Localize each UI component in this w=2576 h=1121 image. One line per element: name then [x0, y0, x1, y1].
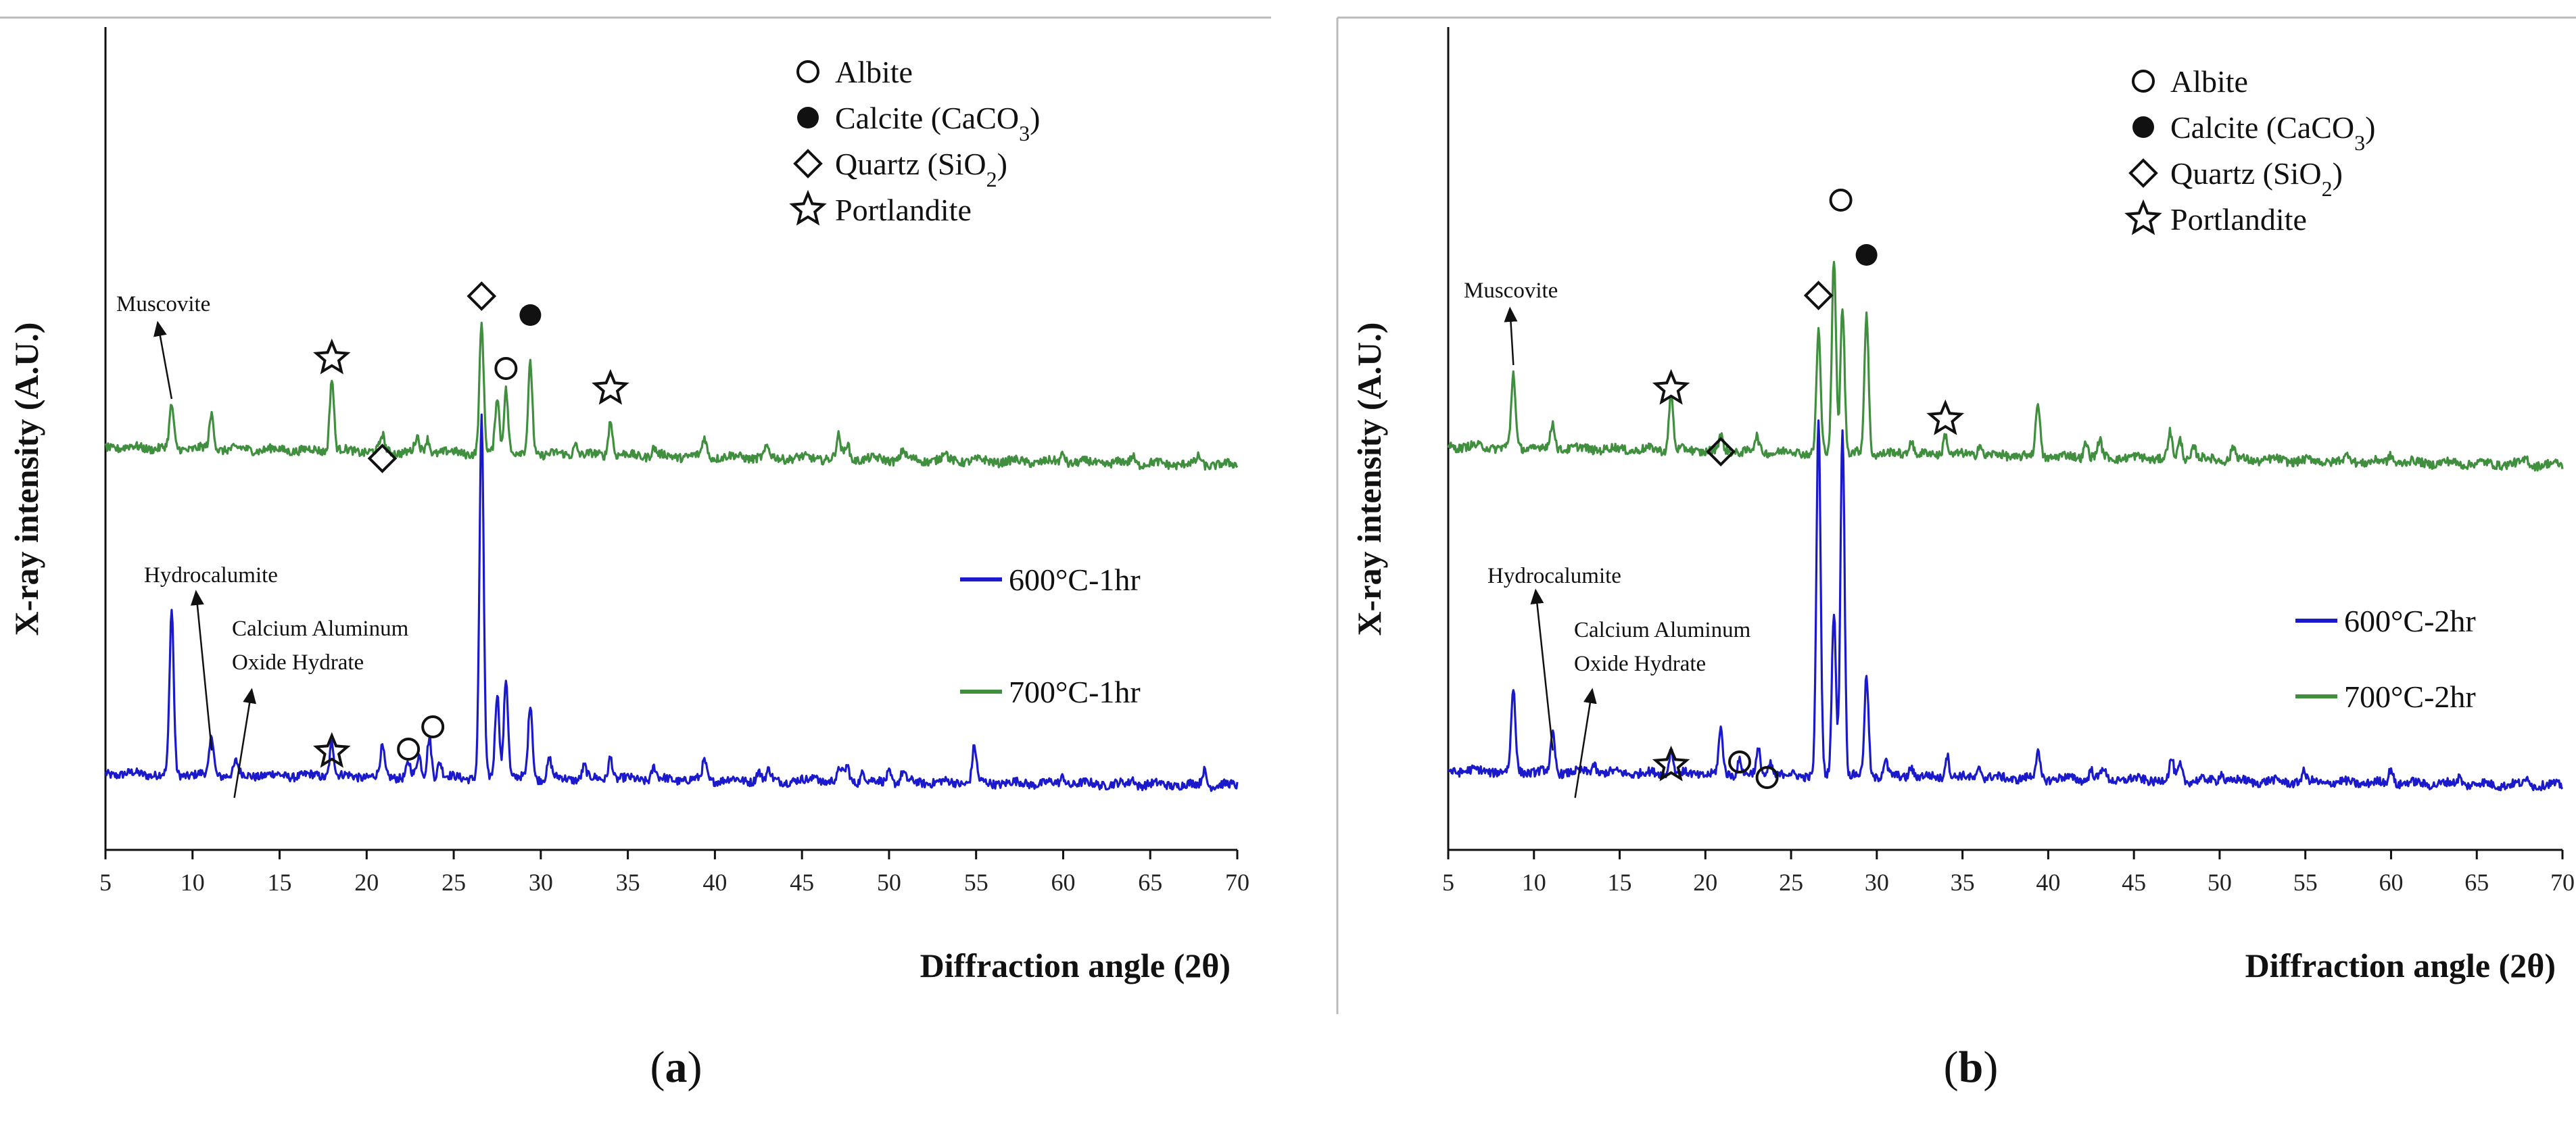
series-line	[1447, 260, 2564, 472]
legend-suffix: )	[2365, 110, 2375, 145]
panel-caption-letter: a	[665, 1043, 688, 1092]
legend-subscript: 2	[986, 167, 997, 191]
panel-caption-letter: b	[1959, 1043, 1984, 1092]
peak-annotation: Muscovite	[1464, 279, 1558, 303]
panel-caption: (b)	[1944, 1043, 1999, 1092]
filled-circle-icon	[1855, 244, 1878, 266]
peak-annotation: Oxide Hydrate	[1574, 652, 1706, 676]
x-tick-label: 60	[2379, 869, 2403, 896]
x-tick-label: 25	[442, 869, 466, 896]
filled-circle-icon	[2132, 116, 2154, 138]
legend-suffix: )	[997, 147, 1007, 181]
legend-suffix: )	[2333, 156, 2343, 191]
y-axis-title: X-ray intensity (A.U.)	[7, 323, 45, 636]
x-axis-title: Diffraction angle (2θ)	[920, 947, 1231, 984]
star-icon	[2124, 199, 2162, 235]
x-tick-label: 45	[2122, 869, 2146, 896]
open-circle-icon	[397, 738, 421, 761]
star-icon	[1652, 745, 1690, 782]
x-tick-label: 70	[2550, 869, 2575, 896]
legend-subscript: 2	[2322, 176, 2333, 201]
panel-caption: (a)	[650, 1043, 702, 1092]
legend-subscript: 3	[2354, 130, 2365, 155]
x-tick-label: 25	[1779, 869, 1803, 896]
annotation-arrow	[1574, 688, 1597, 798]
x-tick-label: 65	[1138, 869, 1162, 896]
phase-legend-label: Albite	[835, 55, 913, 89]
x-tick-label: 5	[1442, 869, 1454, 896]
legend-subscript: 3	[1019, 121, 1030, 145]
x-tick-label: 50	[877, 869, 901, 896]
x-tick-label: 55	[964, 869, 988, 896]
star-icon	[1926, 399, 1965, 435]
phase-legend-label: Portlandite	[835, 193, 972, 227]
open-circle-icon	[421, 715, 445, 738]
x-axis-title: Diffraction angle (2θ)	[2245, 947, 2556, 984]
phase-legend-label: Albite	[2170, 64, 2248, 99]
x-tick-label: 65	[2464, 869, 2489, 896]
x-tick-label: 5	[99, 869, 112, 896]
x-tick-label: 15	[1608, 869, 1632, 896]
series-legend-label: 700°C-2hr	[2344, 679, 2476, 714]
x-tick-label: 70	[1225, 869, 1249, 896]
x-tick-label: 20	[354, 869, 379, 896]
diamond-icon	[793, 149, 823, 178]
star-icon	[1652, 368, 1690, 405]
x-tick-label: 30	[1865, 869, 1889, 896]
x-tick-label: 55	[2293, 869, 2318, 896]
x-tick-label: 35	[1951, 869, 1975, 896]
series-legend-label: 700°C-1hr	[1009, 675, 1141, 709]
x-tick-label: 30	[529, 869, 553, 896]
legend-suffix: )	[1030, 101, 1040, 135]
y-axis-title: X-ray intensity (A.U.)	[1350, 323, 1388, 636]
x-tick-label: 10	[181, 869, 205, 896]
phase-legend-label: Portlandite	[2170, 202, 2307, 237]
diamond-icon	[1803, 281, 1834, 310]
annotation-arrow	[153, 320, 173, 400]
peak-annotation: Muscovite	[116, 292, 210, 316]
x-tick-label: 45	[790, 869, 814, 896]
star-icon	[313, 338, 351, 375]
peak-annotation: Hydrocalumite	[144, 563, 278, 588]
annotation-arrow	[1530, 588, 1554, 751]
star-icon	[789, 189, 827, 226]
open-circle-icon	[1728, 750, 1752, 773]
annotation-arrow	[1504, 306, 1518, 366]
x-tick-label: 20	[1693, 869, 1717, 896]
x-tick-label: 40	[2036, 869, 2060, 896]
series-line	[104, 413, 1239, 792]
x-tick-label: 50	[2208, 869, 2232, 896]
peak-annotation: Calcium Aluminum	[232, 617, 409, 641]
series-legend-label: 600°C-1hr	[1009, 563, 1141, 597]
x-tick-label: 15	[268, 869, 292, 896]
star-icon	[313, 732, 351, 768]
diamond-icon	[467, 281, 497, 311]
x-tick-label: 60	[1051, 869, 1075, 896]
diamond-icon	[2128, 158, 2158, 188]
x-tick-label: 10	[1522, 869, 1546, 896]
diamond-icon	[367, 444, 398, 473]
open-circle-icon	[2132, 70, 2155, 93]
filled-circle-icon	[797, 107, 819, 128]
peak-annotation: Calcium Aluminum	[1574, 618, 1751, 642]
star-icon	[592, 368, 629, 405]
filled-circle-icon	[519, 304, 542, 326]
annotation-arrow	[190, 590, 213, 751]
series-line	[1448, 419, 2564, 792]
open-circle-icon	[796, 60, 819, 83]
x-tick-label: 35	[616, 869, 640, 896]
open-circle-icon	[494, 357, 518, 380]
peak-annotation: Hydrocalumite	[1487, 564, 1621, 588]
annotation-arrow	[233, 688, 257, 798]
diamond-icon	[1706, 437, 1736, 467]
series-line	[104, 321, 1239, 471]
open-circle-icon	[1755, 766, 1779, 789]
series-legend-label: 600°C-2hr	[2344, 604, 2476, 638]
x-tick-label: 40	[702, 869, 727, 896]
open-circle-icon	[1829, 189, 1853, 212]
peak-annotation: Oxide Hydrate	[232, 650, 364, 675]
